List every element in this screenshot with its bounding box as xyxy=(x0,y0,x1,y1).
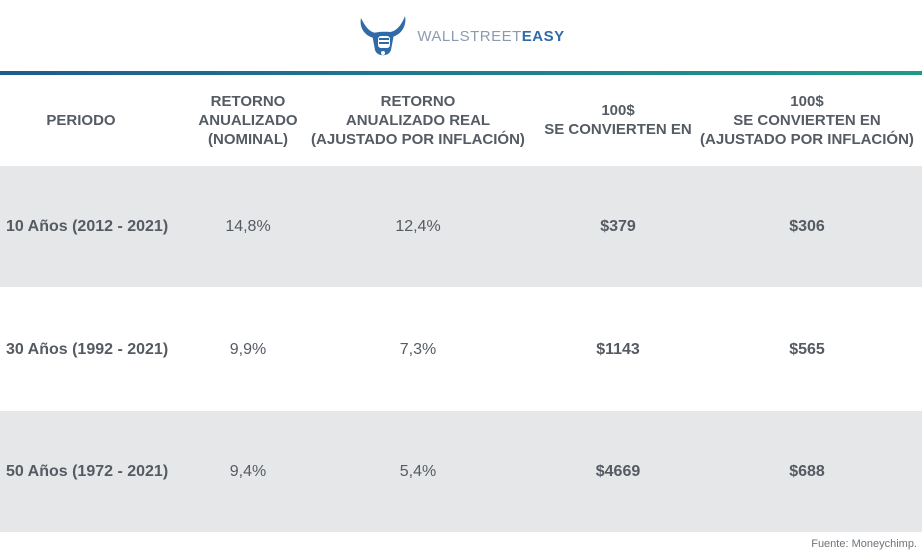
cell-becomes-real: $306 xyxy=(789,217,825,235)
cell-period: 30 Años (1992 - 2021) xyxy=(6,340,169,358)
column-header-becomes: 100$ SE CONVIERTEN EN xyxy=(544,102,692,138)
column-header-real-return: RETORNO ANUALIZADO REAL (AJUSTADO POR IN… xyxy=(311,92,525,148)
cell-becomes: $4669 xyxy=(595,462,641,480)
cell-real-return: 5,4% xyxy=(399,462,437,480)
column-header-period: PERIODO xyxy=(46,111,116,129)
cell-nominal-return: 9,4% xyxy=(229,462,267,480)
cell-becomes-real: $565 xyxy=(789,340,825,358)
cell-real-return: 7,3% xyxy=(399,340,437,358)
brand-logo[interactable]: WALLSTREETEASY xyxy=(357,12,564,60)
cell-period: 50 Años (1972 - 2021) xyxy=(6,462,169,480)
cell-nominal-return: 9,9% xyxy=(229,340,267,358)
table-header: PERIODO RETORNO ANUALIZADO (NOMINAL) RET… xyxy=(0,75,922,165)
header: WALLSTREETEASY xyxy=(0,0,922,72)
cell-becomes-real: $688 xyxy=(789,462,825,480)
table-row: 50 Años (1972 - 2021) 9,4% 5,4% $4669 $6… xyxy=(0,411,922,532)
table-row: 30 Años (1992 - 2021) 9,9% 7,3% $1143 $5… xyxy=(0,289,922,410)
column-header-nominal-return: RETORNO ANUALIZADO (NOMINAL) xyxy=(198,92,298,148)
cell-becomes: $1143 xyxy=(596,340,640,358)
header-divider xyxy=(0,71,922,75)
column-header-becomes-real: 100$ SE CONVIERTEN EN (AJUSTADO POR INFL… xyxy=(700,92,914,148)
brand-wordmark: WALLSTREETEASY xyxy=(417,27,565,45)
cell-period: 10 Años (2012 - 2021) xyxy=(6,217,169,235)
table-row: 10 Años (2012 - 2021) 14,8% 12,4% $379 $… xyxy=(0,166,922,287)
bull-logo-icon xyxy=(357,12,409,60)
cell-nominal-return: 14,8% xyxy=(225,217,271,235)
source-note: Fuente: Moneychimp. xyxy=(811,538,917,550)
cell-real-return: 12,4% xyxy=(395,217,441,235)
cell-becomes: $379 xyxy=(600,217,636,235)
